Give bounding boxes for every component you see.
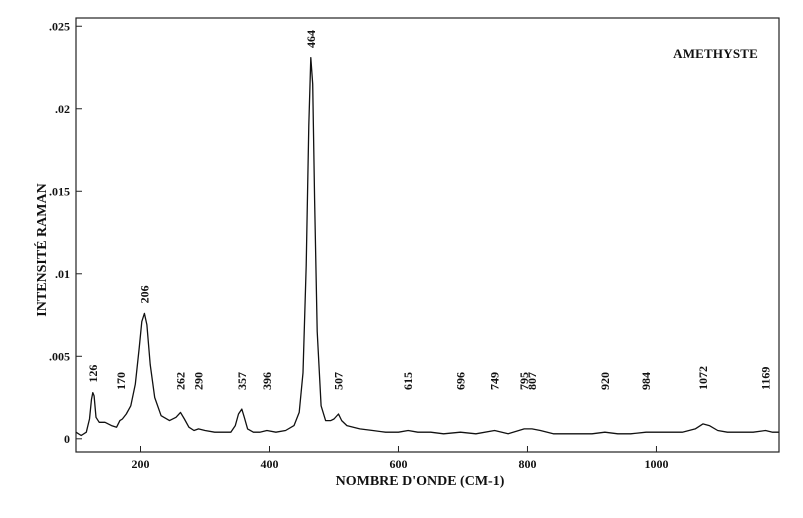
y-tick-label: .01 [55, 267, 70, 281]
peak-label: 290 [192, 372, 206, 390]
peak-label: 170 [114, 372, 128, 390]
x-tick-label: 800 [518, 457, 536, 471]
peak-label: 984 [639, 372, 653, 390]
peak-label: 807 [525, 372, 539, 390]
peak-label: 507 [331, 372, 345, 390]
peak-labels: 126 170 206 262 290 357 396 464 507 615 696 749 7958… [86, 30, 773, 390]
y-tick-label: .02 [55, 102, 70, 116]
y-tick-label: 0 [64, 432, 70, 446]
peak-label: 396 [260, 372, 274, 390]
peak-label: 1169 [758, 367, 772, 390]
legend-label: AMETHYSTE [673, 46, 758, 61]
peak-label: 464 [304, 30, 318, 48]
peak-label: 357 [235, 372, 249, 390]
y-tick-label: .025 [49, 19, 70, 33]
spectrum-line [75, 56, 779, 437]
peak-label: 615 [401, 372, 415, 390]
x-tick-label: 1000 [644, 457, 668, 471]
y-axis-title: INTENSITÉ RAMAN [33, 183, 50, 316]
x-axis: 200 400 600 800 1000 [131, 446, 668, 471]
peak-label: 126 [86, 365, 100, 383]
y-axis: 0 .005 .01 .015 .02 .025 [49, 19, 82, 446]
x-tick-label: 200 [131, 457, 149, 471]
x-tick-label: 600 [389, 457, 407, 471]
peak-label: 206 [137, 285, 151, 303]
x-tick-label: 400 [260, 457, 278, 471]
peak-label: 795 [517, 372, 531, 390]
peak-label: 262 [173, 372, 187, 390]
x-axis-title: NOMBRE D'ONDE (CM-1) [336, 474, 505, 489]
peak-label: 696 [453, 372, 467, 390]
peak-label: 749 [488, 372, 502, 390]
y-tick-label: .015 [49, 184, 70, 198]
y-tick-label: .005 [49, 349, 70, 363]
peak-label: 920 [598, 372, 612, 390]
peak-label: 1072 [696, 366, 710, 390]
plot-frame [75, 17, 780, 453]
